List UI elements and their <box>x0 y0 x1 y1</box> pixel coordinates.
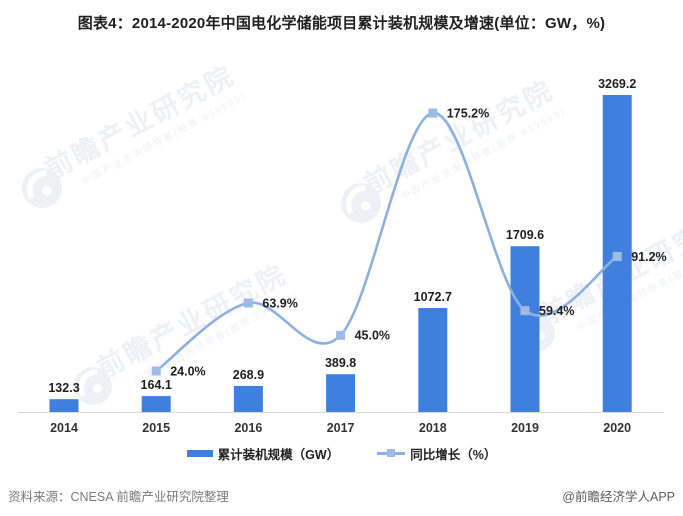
combo-chart: 132.3 2014 164.1 2015 268.9 2016 389.8 2017 1072… <box>18 77 667 435</box>
chart-footer: 资料来源：CNESA 前瞻产业研究院整理 @前瞻经济学人APP <box>0 486 683 505</box>
x-tick-label-2015: 2015 <box>142 421 170 435</box>
bar-value-label-2016: 268.9 <box>233 368 264 382</box>
bar-value-label-2015: 164.1 <box>141 378 172 392</box>
bar-value-label-2020: 3269.2 <box>598 77 636 91</box>
line-marker-2018 <box>428 108 438 118</box>
line-value-label-2017: 45.0% <box>355 329 390 343</box>
x-tick-label-2020: 2020 <box>603 421 631 435</box>
bar-value-label-2018: 1072.7 <box>414 290 452 304</box>
x-tick-label-2018: 2018 <box>419 421 447 435</box>
line-marker-2015 <box>151 366 161 376</box>
bar-value-label-2019: 1709.6 <box>506 228 544 242</box>
line-value-label-2020: 91.2% <box>631 250 666 264</box>
bar-2016 <box>233 385 263 412</box>
x-tick-label-2019: 2019 <box>511 421 539 435</box>
bar-2014 <box>49 399 79 412</box>
bar-series-swatch-icon <box>186 450 213 457</box>
bar-value-label-2017: 389.8 <box>325 356 356 370</box>
chart-legend: 累计装机规模（GW） 同比增长（%） <box>0 444 683 463</box>
bar-2015 <box>141 396 171 412</box>
data-source-text: 资料来源：CNESA 前瞻产业研究院整理 <box>8 490 229 504</box>
legend-label-installed-capacity: 累计装机规模（GW） <box>217 448 340 462</box>
bar-value-label-2014: 132.3 <box>48 381 79 395</box>
legend-label-yoy-growth: 同比增长（%） <box>410 448 497 462</box>
chart-title: 图表4：2014-2020年中国电化学储能项目累计装机规模及增速(单位：GW，%… <box>77 15 606 32</box>
credit-text: @前瞻经济学人APP <box>562 490 675 504</box>
legend-item-installed-capacity: 累计装机规模（GW） <box>186 444 340 463</box>
bar-2017 <box>326 374 356 412</box>
legend-item-yoy-growth: 同比增长（%） <box>377 444 496 463</box>
x-tick-label-2017: 2017 <box>327 421 355 435</box>
line-marker-2016 <box>243 298 253 308</box>
line-marker-2020 <box>612 251 622 261</box>
line-value-label-2015: 24.0% <box>170 365 205 379</box>
line-value-label-2018: 175.2% <box>447 107 489 121</box>
bar-2018 <box>418 307 448 412</box>
line-series-swatch-icon <box>377 449 406 457</box>
line-marker-2017 <box>336 330 346 340</box>
x-tick-label-2014: 2014 <box>50 421 78 435</box>
x-tick-label-2016: 2016 <box>234 421 262 435</box>
line-value-label-2019: 59.4% <box>539 304 574 318</box>
line-marker-2019 <box>520 306 530 316</box>
bar-2019 <box>510 246 540 412</box>
line-value-label-2016: 63.9% <box>262 296 297 310</box>
